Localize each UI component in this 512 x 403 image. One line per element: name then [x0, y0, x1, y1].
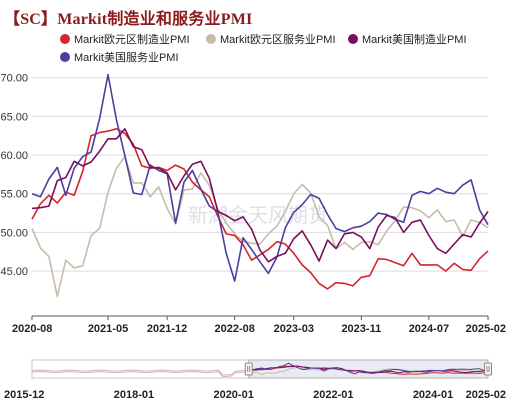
legend-swatch — [206, 34, 216, 44]
navigator-right-handle[interactable] — [484, 362, 492, 376]
legend-label: Markit欧元区服务业PMI — [220, 34, 336, 46]
x-tick-label: 2020-08 — [12, 323, 52, 335]
x-tick-label: 2023-11 — [341, 323, 381, 335]
x-tick-label: 2023-03 — [274, 323, 314, 335]
y-tick-label: 70.00 — [0, 73, 28, 85]
series-line-eu-manufacturing — [31, 128, 489, 290]
navigator-history-line — [31, 371, 249, 377]
legend-swatch — [60, 52, 70, 62]
legend-label: Markit美国制造业PMI — [362, 34, 467, 46]
navigator-label: 2022-01 — [313, 389, 353, 401]
y-tick-label: 45.00 — [0, 266, 28, 278]
line-chart: 70.00 65.00 60.00 55.00 50.00 45.00 2020-08 202… — [0, 73, 506, 335]
series-line-us-manufacturing — [31, 128, 489, 263]
series-line-eu-services — [31, 155, 489, 298]
x-tick-label: 2021-12 — [147, 323, 187, 335]
legend-item-eu-services[interactable]: Markit欧元区服务业PMI — [206, 31, 336, 47]
navigator-label: 2018-01 — [114, 389, 154, 401]
navigator-left-handle[interactable] — [244, 362, 253, 376]
legend-item-eu-manufacturing[interactable]: Markit欧元区制造业PMI — [60, 31, 190, 47]
y-tick-label: 55.00 — [0, 189, 28, 201]
legend-swatch — [348, 34, 358, 44]
legend-item-us-services[interactable]: Markit美国服务业PMI — [60, 49, 179, 65]
navigator-label: 2025-02 — [466, 389, 506, 401]
y-tick-label: 65.00 — [0, 111, 28, 123]
navigator-label: 2020-01 — [213, 389, 253, 401]
legend-swatch — [60, 34, 70, 44]
x-tick-label: 2022-08 — [214, 323, 254, 335]
chart-title: 【SC】Markit制造业和服务业PMI — [4, 11, 253, 28]
legend-item-us-manufacturing[interactable]: Markit美国制造业PMI — [348, 31, 467, 47]
navigator-series-line — [248, 362, 489, 375]
navigator-label: 2024-01 — [413, 389, 453, 401]
legend-label: Markit欧元区制造业PMI — [74, 34, 190, 46]
navigator-label: 2015-12 — [4, 389, 44, 401]
series-line-us-services — [31, 73, 489, 282]
navigator-history-line — [31, 369, 249, 376]
x-tick-label: 2025-02 — [466, 323, 506, 335]
navigator-series-line — [248, 365, 489, 374]
y-tick-label: 50.00 — [0, 227, 28, 239]
y-tick-label: 60.00 — [0, 150, 28, 162]
watermark-text: 新湖金天风期货 — [188, 204, 328, 227]
x-tick-label: 2021-05 — [88, 323, 128, 335]
legend-label: Markit美国服务业PMI — [74, 52, 179, 64]
x-tick-label: 2024-07 — [409, 323, 449, 335]
